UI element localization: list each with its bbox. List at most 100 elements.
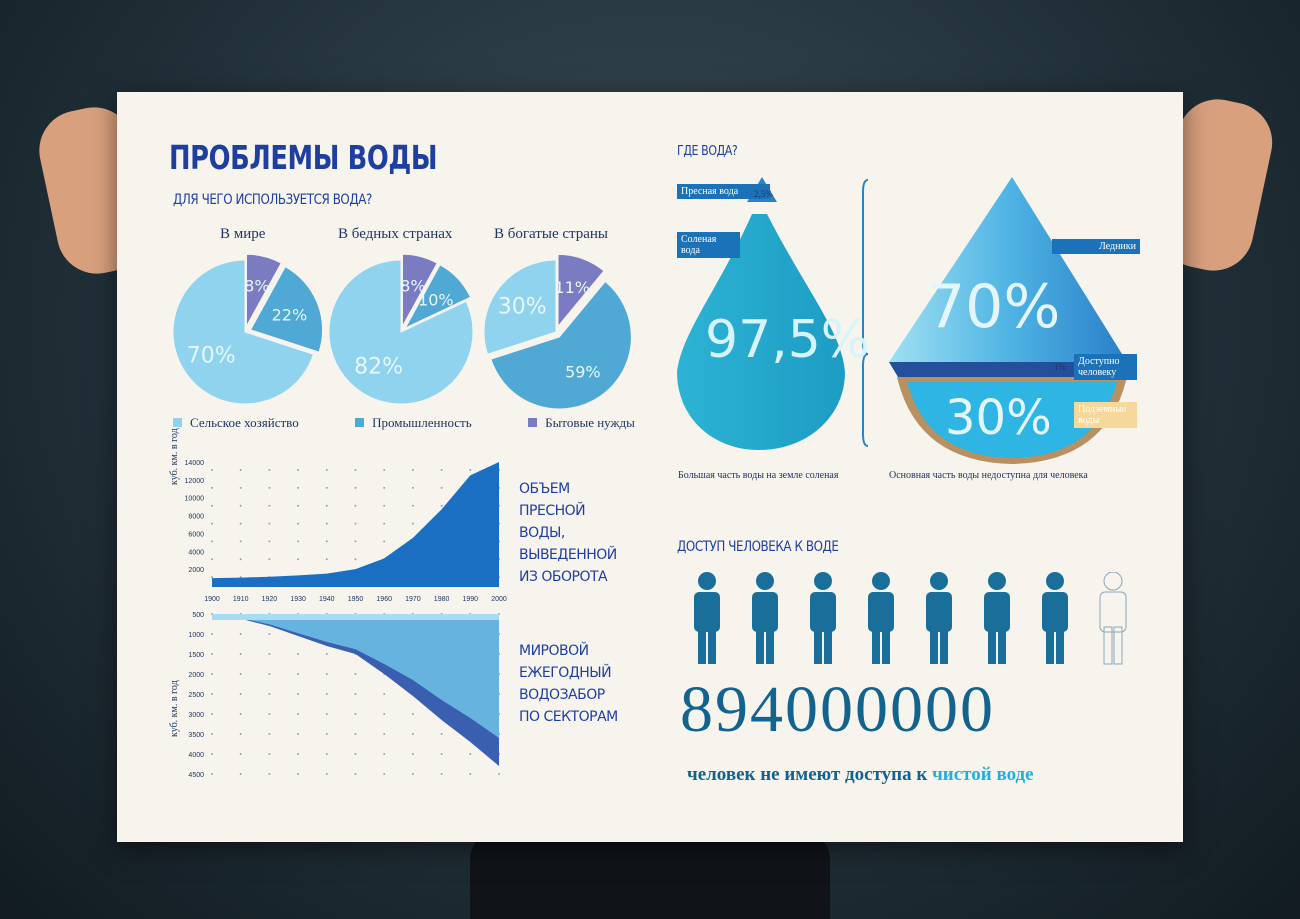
- x-tick: 1920: [262, 596, 278, 603]
- grid-dot: [354, 753, 357, 755]
- grid-dot: [440, 733, 443, 735]
- person-icon: [1099, 572, 1127, 665]
- grid-dot: [297, 486, 300, 489]
- pie-slice: [483, 259, 557, 355]
- grid-dot: [211, 504, 213, 507]
- pie-label: 70%: [187, 344, 236, 369]
- grid-dot: [268, 753, 271, 755]
- grid-dot: [239, 773, 242, 775]
- grid-dot: [297, 733, 300, 735]
- legend-industry: Промышленность: [355, 415, 472, 430]
- grid-dot: [211, 653, 213, 655]
- grid-dot: [354, 558, 357, 561]
- y-tick: 3000: [188, 712, 204, 719]
- pie2-title: В бедных странах: [338, 226, 453, 242]
- grid-dot: [325, 558, 328, 561]
- grid-dot: [411, 504, 414, 507]
- grid-dot: [297, 693, 300, 695]
- where-caption-1: Большая часть воды на земле соленая: [678, 470, 839, 481]
- pie-label: 82%: [354, 354, 403, 379]
- grid-dot: [383, 693, 386, 695]
- grid-dot: [383, 773, 386, 775]
- ground-label: Подземные воды: [1074, 402, 1137, 428]
- grid-dot: [239, 469, 242, 471]
- grid-dot: [297, 673, 300, 675]
- grid-dot: [211, 773, 213, 775]
- grid-dot: [354, 540, 357, 543]
- y-tick: 10000: [185, 496, 205, 503]
- person-icon: [1042, 572, 1068, 664]
- pie-label: 11%: [554, 278, 590, 297]
- grid-dot: [239, 653, 242, 655]
- grid-dot: [297, 653, 300, 655]
- grid-dot: [440, 486, 443, 489]
- person-icon: [868, 572, 894, 664]
- grid-dot: [297, 558, 300, 561]
- y-tick: 12000: [185, 478, 205, 485]
- grid-dot: [211, 753, 213, 755]
- grid-dot: [354, 773, 357, 775]
- grid-dot: [268, 522, 271, 525]
- ground-pct: 30%: [945, 390, 1052, 446]
- y-tick: 2000: [188, 672, 204, 679]
- grid-dot: [211, 540, 213, 543]
- pie-label: 8%: [400, 277, 425, 296]
- grid-dot: [211, 486, 213, 489]
- area-series: [212, 614, 499, 738]
- grid-dot: [411, 469, 414, 471]
- grid-dot: [268, 653, 271, 655]
- grid-dot: [239, 522, 242, 525]
- pie-slice: [401, 253, 438, 327]
- where-caption-2: Основная часть воды недоступна для челов…: [889, 470, 1088, 481]
- grid-dot: [239, 633, 242, 635]
- grid-dot: [268, 504, 271, 507]
- grid-dot: [211, 673, 213, 675]
- y-tick: 1000: [188, 632, 204, 639]
- legend: Сельское хозяйство Промышленность Бытовы…: [173, 414, 635, 432]
- pie-charts: 8%22%70%8%10%82%11%59%30%: [172, 253, 632, 410]
- pie-label: 22%: [272, 305, 308, 324]
- chart1-ylabel: куб. км. в год: [169, 428, 180, 485]
- grid-dot: [440, 504, 443, 507]
- grid-dot: [383, 733, 386, 735]
- grid-dot: [383, 504, 386, 507]
- x-tick: 1960: [376, 596, 392, 603]
- x-tick: 1900: [204, 596, 220, 603]
- grid-dot: [411, 522, 414, 525]
- pie1-title: В мире: [220, 226, 266, 242]
- pie-label: 30%: [498, 294, 547, 319]
- fresh-pct: 2,5%: [754, 189, 773, 199]
- grid-dot: [325, 753, 328, 755]
- y-tick: 1500: [188, 652, 204, 659]
- grid-dot: [354, 713, 357, 715]
- pie-slice: [490, 280, 632, 410]
- grid-dot: [325, 540, 328, 543]
- grid-dot: [325, 653, 328, 655]
- x-tick: 1970: [405, 596, 421, 603]
- grid-dot: [325, 673, 328, 675]
- grid-dot: [297, 773, 300, 775]
- grid-dot: [268, 540, 271, 543]
- grid-dot: [239, 504, 242, 507]
- legend-agri: Сельское хозяйство: [173, 415, 299, 430]
- grid-dot: [239, 540, 242, 543]
- person-icon: [752, 572, 778, 664]
- pie-label: 8%: [244, 277, 269, 296]
- grid-dot: [297, 540, 300, 543]
- grid-dot: [325, 469, 328, 471]
- glaciers-pct: 70%: [927, 272, 1061, 342]
- grid-dot: [354, 469, 357, 471]
- y-tick: 4000: [188, 549, 204, 556]
- grid-dot: [325, 522, 328, 525]
- grid-dot: [268, 486, 271, 489]
- grid-dot: [297, 522, 300, 525]
- fresh-label: Пресная вода: [677, 184, 770, 199]
- water-drops: [677, 177, 1127, 464]
- grid-dot: [411, 733, 414, 735]
- person-icon: [926, 572, 952, 664]
- x-tick: 1940: [319, 596, 335, 603]
- y-tick: 14000: [185, 460, 205, 467]
- grid-dot: [411, 753, 414, 755]
- pie-label: 10%: [418, 290, 454, 309]
- y-tick: 8000: [188, 514, 204, 521]
